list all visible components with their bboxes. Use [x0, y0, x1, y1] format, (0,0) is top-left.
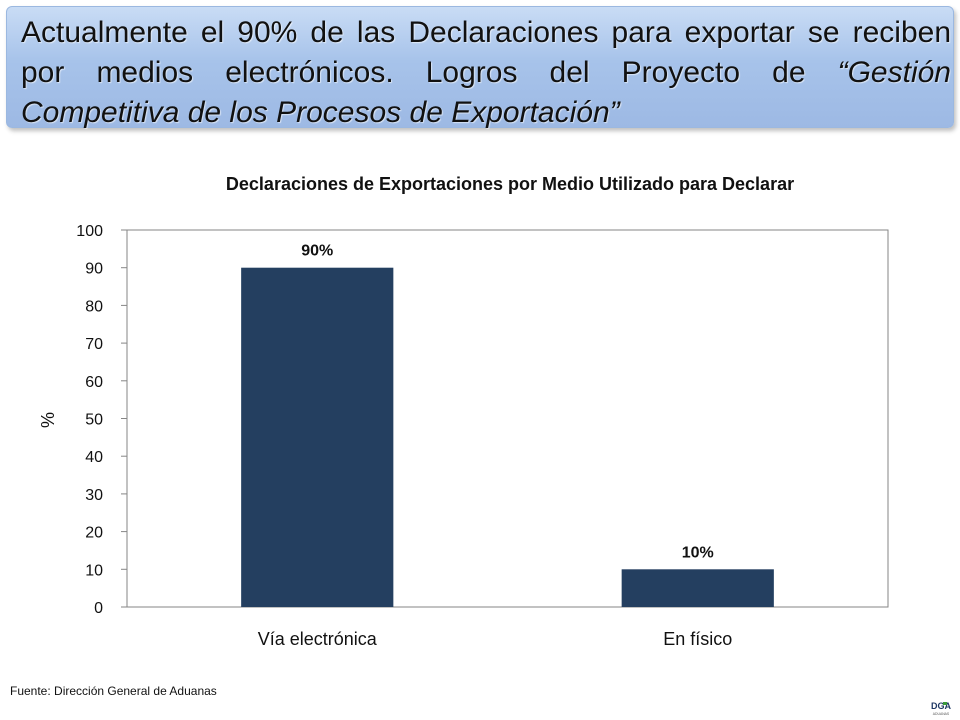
bar [241, 267, 394, 607]
logo-text: DGA [931, 701, 952, 711]
header-text-italic: “Gestión Competitiva de los Procesos de … [21, 56, 951, 129]
x-tick-label: En físico [663, 629, 732, 649]
header-banner: Actualmente el 90% de las Declaraciones … [6, 6, 954, 129]
bar-chart: Declaraciones de Exportaciones por Medio… [38, 174, 889, 649]
y-tick-label: 10 [85, 562, 103, 579]
y-tick-label: 50 [85, 412, 103, 429]
data-label: 10% [682, 544, 714, 561]
y-tick-label: 70 [85, 336, 103, 353]
y-tick-label: 100 [76, 223, 103, 240]
y-axis-label: % [38, 412, 58, 428]
y-tick-label: 20 [85, 525, 103, 542]
y-tick-label: 30 [85, 487, 103, 504]
y-tick-label: 60 [85, 374, 103, 391]
header-text: Actualmente el 90% de las Declaraciones … [21, 13, 951, 133]
x-tick-label: Vía electrónica [258, 629, 378, 649]
source-note: Fuente: Dirección General de Aduanas [10, 684, 217, 698]
bar [621, 569, 774, 607]
y-tick-label: 90 [85, 261, 103, 278]
y-tick-label: 40 [85, 449, 103, 466]
plot-area: 0 10 20 30 40 50 60 70 80 90 100 90% Vía electrónica… [76, 223, 889, 649]
y-tick-label: 80 [85, 298, 103, 315]
chart-title: Declaraciones de Exportaciones por Medio… [226, 174, 794, 194]
header-text-main: Actualmente el 90% de las Declaraciones … [21, 16, 951, 89]
dga-logo-icon: DGA ADUANAS [931, 701, 952, 716]
logo-accent [943, 702, 947, 705]
y-tick-label: 0 [94, 600, 103, 617]
logo-subtext: ADUANAS [933, 712, 950, 716]
data-label: 90% [301, 243, 333, 260]
